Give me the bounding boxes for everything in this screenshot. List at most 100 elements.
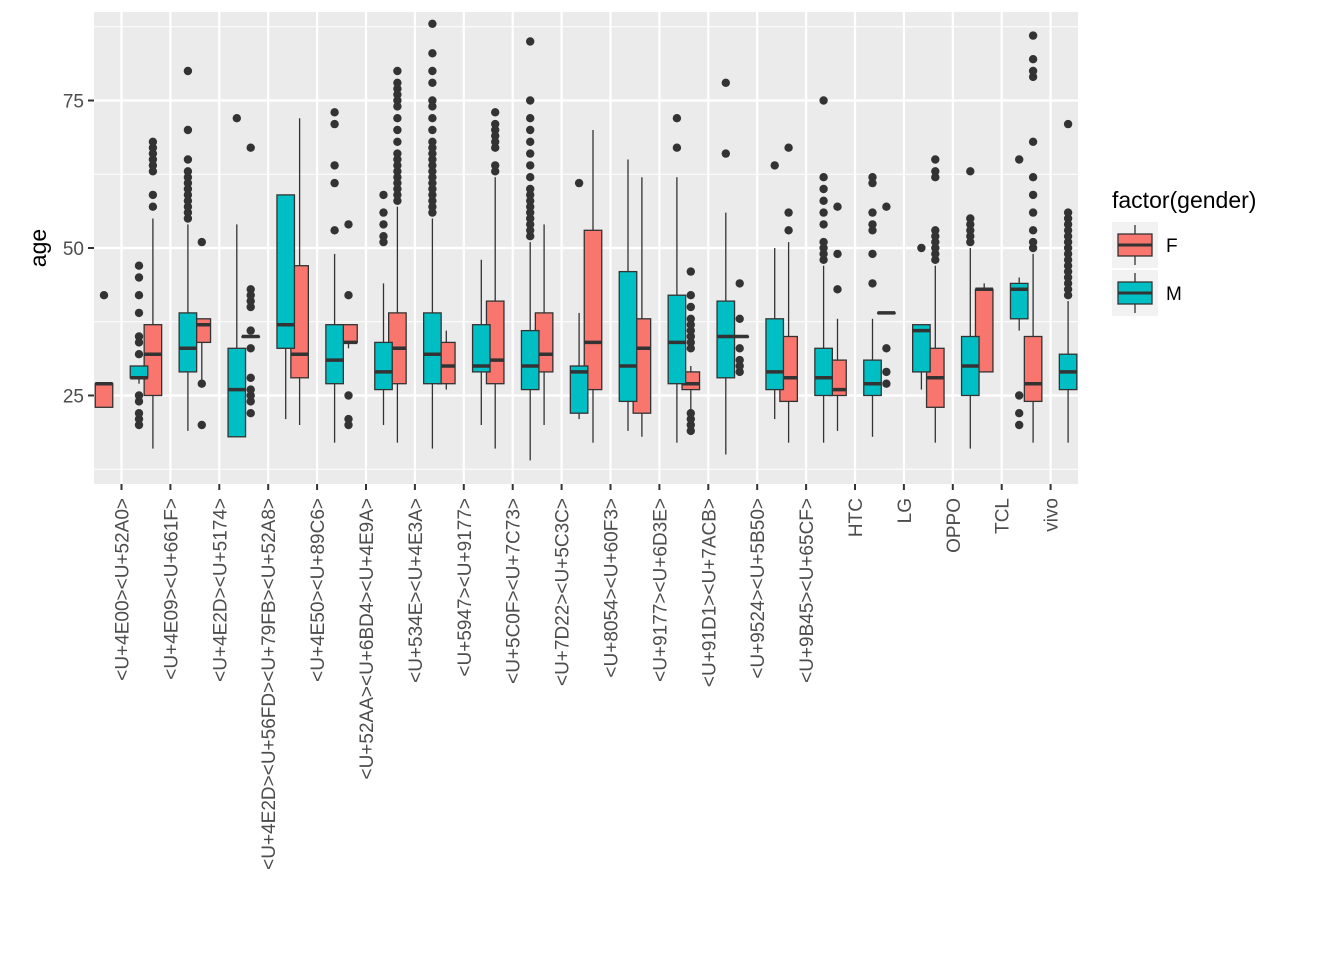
outlier-point (526, 149, 535, 158)
x-tick-label: <U+9177><U+6D3E> (650, 498, 671, 682)
box-iqr (520, 329, 540, 391)
outlier-point (393, 196, 402, 205)
outlier-point (526, 196, 535, 205)
box-M (520, 37, 540, 461)
outlier-point (966, 220, 975, 229)
box-series (94, 19, 1078, 461)
outlier-point (134, 414, 144, 424)
outlier-point (330, 161, 339, 170)
x-tick-label: TCL (993, 498, 1014, 534)
outlier-point (526, 232, 535, 241)
outlier-point (134, 308, 144, 318)
outlier-point (197, 420, 206, 430)
outlier-point (393, 167, 402, 176)
box-M (863, 173, 882, 437)
outlier-point (526, 208, 535, 217)
outlier-point (819, 255, 828, 264)
outlier-point (1015, 155, 1024, 164)
outlier-point (526, 114, 535, 123)
box-M (325, 108, 345, 443)
x-tick-label: <U+534E><U+4E3A> (406, 498, 427, 683)
x-tick-label: <U+8054><U+60F3> (602, 498, 623, 678)
outlier-point (428, 190, 437, 200)
outlier-point (735, 344, 744, 353)
box-M (618, 159, 638, 431)
outlier-point (1028, 190, 1038, 200)
outlier-point (183, 202, 193, 211)
box-F (779, 143, 798, 443)
outlier-point (246, 291, 255, 300)
outlier-point (148, 167, 158, 176)
outlier-point (197, 379, 206, 388)
outlier-point (379, 208, 388, 217)
box-F (877, 202, 896, 388)
outlier-point (148, 161, 158, 170)
outlier-point (491, 167, 500, 176)
x-tick-label: <U+5947><U+9177> (455, 498, 476, 677)
outlier-point (721, 78, 730, 88)
outlier-point (393, 155, 402, 164)
outlier-point (246, 373, 255, 382)
legend-label: F (1166, 236, 1178, 257)
outlier-point (526, 202, 535, 211)
outlier-point (526, 161, 535, 170)
outlier-point (1063, 220, 1073, 229)
box-F (143, 137, 163, 449)
outlier-point (491, 125, 500, 135)
box-iqr (178, 312, 198, 373)
outlier-point (868, 220, 877, 229)
outlier-point (1028, 173, 1038, 182)
outlier-point (735, 355, 744, 365)
outlier-point (428, 167, 437, 176)
outlier-point (1063, 226, 1073, 235)
box-F (925, 155, 945, 443)
box-M (960, 167, 980, 449)
box-iqr (569, 365, 589, 414)
outlier-point (428, 149, 437, 158)
outlier-point (819, 173, 828, 182)
outlier-point (330, 108, 339, 117)
outlier-point (393, 84, 402, 93)
outlier-point (686, 420, 695, 430)
y-axis-title: age (25, 229, 51, 267)
x-axis: <U+4E00><U+52A0> <U+4E09><U+661F> <U+4E2D>… (113, 484, 1063, 870)
outlier-point (686, 314, 695, 323)
outlier-point (491, 119, 500, 129)
outlier-point (428, 202, 437, 211)
y-tick-label: 75 (63, 92, 84, 113)
outlier-point (931, 243, 940, 253)
outlier-point (966, 214, 975, 223)
outlier-point (393, 173, 402, 182)
outlier-point (183, 167, 193, 176)
outlier-point (1063, 243, 1073, 253)
outlier-point (819, 243, 828, 253)
box-iqr (227, 347, 247, 438)
box-F (974, 283, 994, 373)
outlier-point (148, 143, 158, 152)
outlier-point (1015, 391, 1024, 400)
outlier-point (428, 137, 437, 146)
outlier-point (966, 237, 975, 247)
x-tick-label: <U+4E09><U+661F> (161, 498, 182, 680)
y-tick-label: 50 (63, 239, 84, 260)
outlier-point (428, 196, 437, 205)
outlier-point (1028, 243, 1038, 253)
outlier-point (134, 291, 144, 300)
outlier-point (99, 291, 109, 300)
box-iqr (129, 365, 149, 379)
outlier-point (330, 119, 339, 129)
outlier-point (134, 409, 144, 418)
outlier-point (428, 49, 437, 58)
outlier-point (966, 226, 975, 235)
box-iqr (716, 300, 736, 379)
outlier-point (931, 232, 940, 241)
outlier-point (183, 196, 193, 205)
outlier-point (819, 208, 828, 217)
outlier-point (882, 367, 891, 377)
outlier-point (344, 414, 353, 424)
outlier-point (1028, 226, 1038, 235)
outlier-point (232, 114, 241, 123)
outlier-point (491, 108, 500, 117)
x-tick-label: LG (895, 498, 916, 523)
box-iqr (422, 312, 442, 385)
